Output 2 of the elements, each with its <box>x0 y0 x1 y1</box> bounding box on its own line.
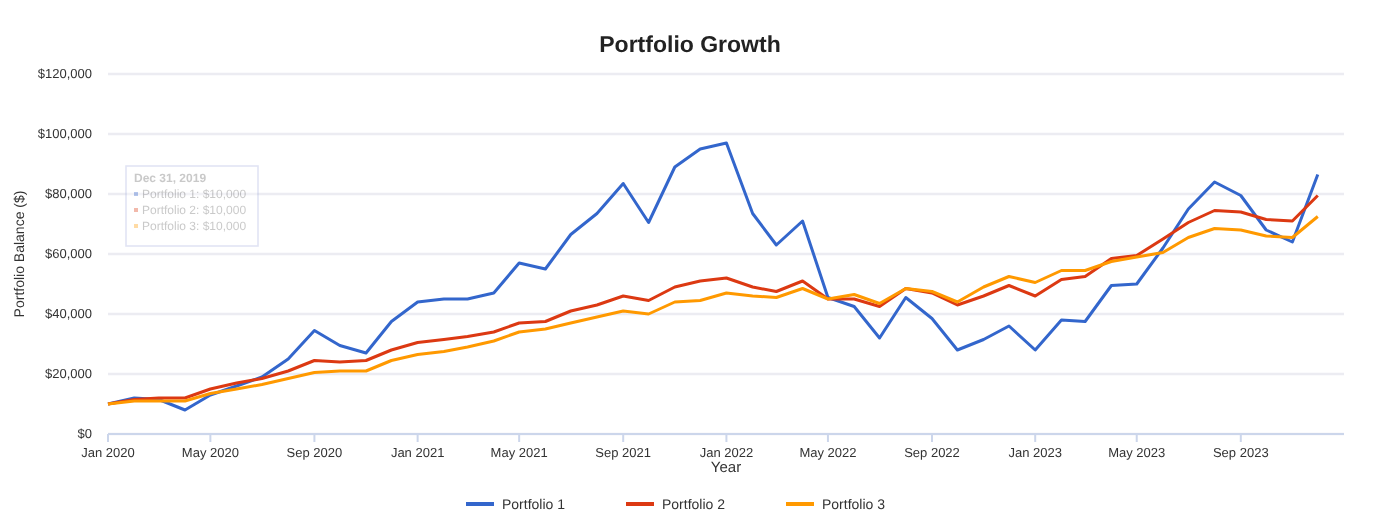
line-series <box>106 141 1320 412</box>
chart-title: Portfolio Growth <box>599 34 781 58</box>
